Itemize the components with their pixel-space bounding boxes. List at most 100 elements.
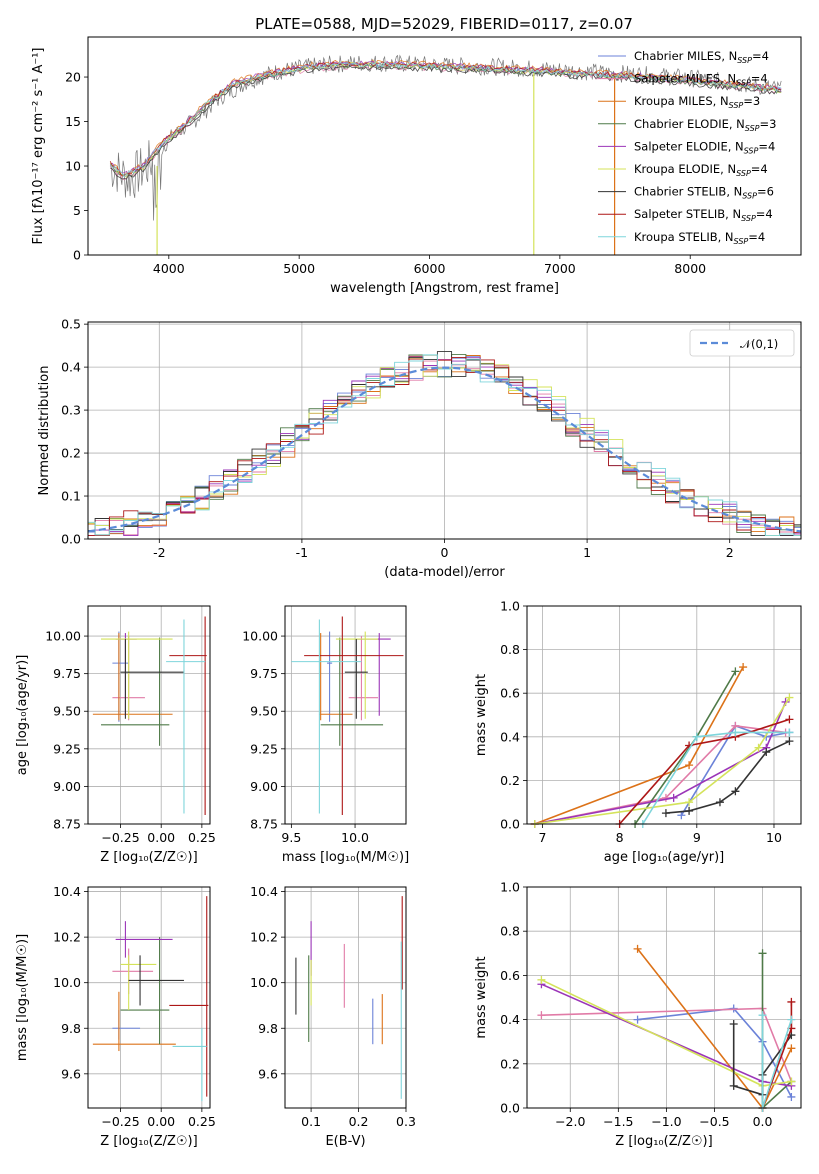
weight-marker: [661, 809, 670, 818]
weight-marker: [685, 806, 694, 815]
weight-marker: [537, 975, 546, 984]
tick-label-y: 9.6: [258, 1066, 278, 1081]
tick-label-y: 9.00: [53, 779, 81, 794]
x-axis-label: mass [log₁₀(M/M☉)]: [282, 850, 409, 865]
tick-label-x: 6000: [414, 261, 446, 276]
weight-line: [534, 701, 787, 825]
tick-label-x: 8: [616, 830, 624, 845]
tick-label-y: 0.8: [500, 642, 520, 657]
tick-label-x: 0.0: [753, 1114, 773, 1129]
weight-marker: [785, 737, 794, 746]
tick-label-y: 10.2: [53, 930, 81, 945]
tick-label-y: 0.0: [61, 532, 81, 547]
tick-label-y: 0.6: [500, 968, 520, 983]
weight-marker: [685, 798, 694, 807]
tick-label-x: 0.1: [301, 1114, 321, 1129]
weight-marker: [787, 1044, 796, 1053]
axes-frame: [87, 886, 211, 1109]
tick-label-y: 9.75: [250, 666, 278, 681]
weight-marker: [677, 811, 686, 820]
tick-label-y: 9.75: [53, 666, 81, 681]
weight-line: [619, 718, 790, 825]
tick-label-y: 10.4: [53, 884, 81, 899]
y-axis-label: Normed distribution: [37, 366, 52, 496]
tick-label-y: 0.2: [500, 1056, 520, 1071]
tick-label-y: 8.75: [250, 817, 278, 832]
tick-label-x: 0.25: [188, 1114, 216, 1129]
tick-label-x: −1.0: [651, 1114, 681, 1129]
tick-label-y: 9.50: [250, 704, 278, 719]
tick-label-x: -1: [296, 545, 308, 560]
weight-marker: [669, 793, 678, 802]
weight-marker: [537, 1011, 546, 1020]
x-axis-label: age [log₁₀(age/yr)]: [604, 850, 725, 865]
tick-label-x: 0: [441, 545, 449, 560]
tick-label-x: 10: [766, 830, 782, 845]
x-axis-label: Z [log₁₀(Z/Z☉)]: [100, 1134, 197, 1149]
tick-label-y: 0.4: [500, 1012, 520, 1027]
legend-label: Kroupa ELODIE, NSSP=4: [634, 162, 768, 178]
weight-marker: [787, 1092, 796, 1101]
model-spectrum: [110, 65, 782, 180]
tick-label-y: 10.00: [45, 629, 81, 644]
axes-frame: [87, 36, 802, 256]
legend-label: Kroupa MILES, NSSP=3: [634, 94, 760, 110]
residual-histogram: [88, 351, 801, 537]
residual-histogram: [88, 356, 801, 537]
y-axis-label: mass weight: [474, 956, 489, 1038]
tick-label-y: 0.2: [61, 446, 81, 461]
weight-marker: [787, 1077, 796, 1086]
axes-frame: [284, 886, 407, 1109]
tick-label-x: 2: [726, 545, 734, 560]
y-axis-label: mass [log₁₀(M/M☉)]: [15, 934, 30, 1061]
tick-label-x: 10.0: [341, 830, 369, 845]
tick-label-y: 15: [65, 114, 81, 129]
tick-label-y: 9.50: [53, 704, 81, 719]
tick-label-y: 0.6: [500, 686, 520, 701]
model-spectrum: [109, 63, 782, 181]
weight-marker: [731, 667, 740, 676]
axes-frame: [87, 605, 211, 825]
tick-label-x: 8000: [674, 261, 706, 276]
y-axis-label: mass weight: [474, 674, 489, 756]
tick-label-x: 0.00: [147, 1114, 175, 1129]
tick-label-y: 0.1: [61, 489, 81, 504]
weight-marker: [785, 715, 794, 724]
figure-title: PLATE=0588, MJD=52029, FIBERID=0117, z=0…: [255, 15, 633, 33]
tick-label-y: 8.75: [53, 817, 81, 832]
tick-label-x: −2.0: [555, 1114, 585, 1129]
tick-label-y: 0.0: [500, 1101, 520, 1116]
weight-marker: [758, 949, 767, 958]
legend-label: Salpeter ELODIE, NSSP=4: [634, 139, 775, 155]
axes-frame: [526, 605, 802, 825]
tick-label-x: 4000: [153, 261, 185, 276]
weight-marker: [754, 743, 763, 752]
x-axis-label: Z [log₁₀(Z/Z☉)]: [615, 1134, 712, 1149]
weight-marker: [729, 1020, 738, 1029]
weight-marker: [729, 1081, 738, 1090]
weight-marker: [715, 798, 724, 807]
tick-label-y: 0: [73, 248, 81, 263]
tick-label-y: 0.4: [61, 360, 81, 375]
tick-label-x: −0.25: [101, 1114, 139, 1129]
tick-label-y: 10.0: [250, 975, 278, 990]
tick-label-x: -2: [153, 545, 165, 560]
residual-histogram: [88, 354, 801, 537]
tick-label-y: 9.00: [250, 779, 278, 794]
tick-label-y: 0.2: [500, 773, 520, 788]
legend-label: Kroupa STELIB, NSSP=4: [634, 230, 765, 246]
tick-label-y: 0.4: [500, 729, 520, 744]
tick-label-y: 0.3: [61, 403, 81, 418]
axes-frame: [284, 605, 407, 825]
legend-label: Chabrier ELODIE, NSSP=3: [634, 117, 776, 133]
x-axis-label: Z [log₁₀(Z/Z☉)]: [100, 850, 197, 865]
tick-label-x: 0.3: [396, 1114, 416, 1129]
weight-marker: [661, 793, 670, 802]
tick-label-y: 0.8: [500, 924, 520, 939]
tick-label-x: 0.25: [188, 830, 216, 845]
tick-label-y: 0.0: [500, 817, 520, 832]
y-axis-label: age [log₁₀(age/yr)]: [15, 655, 30, 776]
legend-label: Chabrier STELIB, NSSP=6: [634, 185, 774, 201]
model-spectrum: [109, 61, 782, 178]
